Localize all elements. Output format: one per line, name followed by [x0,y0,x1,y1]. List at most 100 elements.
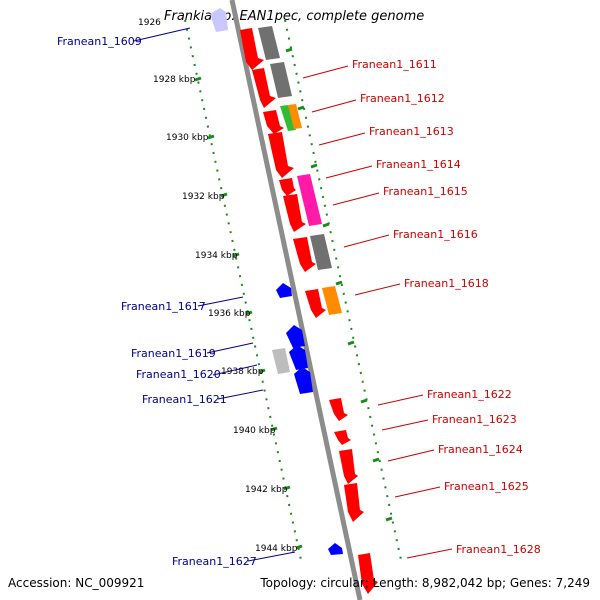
gene-label[interactable]: Franean1_1620 [136,368,221,381]
gene-label[interactable]: Franean1_1627 [172,555,257,568]
leader-line [318,132,366,146]
outer-track-dotted [284,19,402,561]
scale-tick [322,222,330,228]
leader-line [332,192,380,206]
gene-arrow[interactable] [358,553,378,594]
forward-leaders [302,65,453,559]
scale-tick [232,252,240,258]
gene-block[interactable] [297,174,322,226]
map-title: Frankia sp. EAN1pec, complete genome [164,9,425,24]
scale-label: 1944 kbp [255,544,298,554]
gene-label[interactable]: Franean1_1619 [131,347,216,360]
gene-label[interactable]: Franean1_1618 [404,277,489,290]
scale-label: 1934 kbp [195,251,238,261]
gene-block[interactable] [258,26,280,60]
leader-line [406,548,453,559]
scale-tick [310,163,318,169]
gene-label[interactable]: Franean1_1613 [369,125,454,138]
gene-label[interactable]: Franean1_1612 [360,92,445,105]
scale-tick [347,340,355,346]
gene-label[interactable]: Franean1_1624 [438,443,523,456]
scale-tick [295,544,303,550]
scale-tick [335,280,343,286]
scale-tick [207,134,215,140]
gene-label[interactable]: Franean1_1628 [456,543,541,556]
gene-label[interactable]: Franean1_1623 [432,413,517,426]
scale-tick [360,398,368,404]
scale-tick [194,76,202,82]
leader-line [212,364,258,376]
leader-line [197,296,244,307]
scale-ticks [194,76,303,550]
gene-arrow[interactable] [329,398,348,421]
scale-tick [270,426,278,432]
leader-line [381,419,429,431]
outer-scale-ticks [285,47,393,522]
scale-label: 1928 kbp [153,75,196,85]
scale-tick [245,310,253,316]
leader-line [206,342,254,354]
gene-arrow[interactable] [276,283,292,298]
leader-line [133,27,191,42]
leader-line [394,486,441,498]
gene-block[interactable] [270,62,292,98]
genome-summary: Topology: circular; Length: 8,982,042 bp… [260,576,590,590]
gene-arrow[interactable] [344,483,364,522]
scale-tick [385,516,393,522]
leader-line [302,65,349,79]
gene-label[interactable]: Franean1_1614 [376,158,461,171]
leader-line [377,394,424,406]
gene-block[interactable] [272,348,290,374]
leader-line [354,283,401,296]
gene-block[interactable] [322,286,342,315]
leader-line [343,234,390,248]
scale-tick [283,485,291,491]
gene-arrow[interactable] [286,325,305,348]
gene-arrow[interactable] [289,345,308,370]
gene-arrow[interactable] [252,68,276,108]
scale-tick [285,47,293,53]
gene-label[interactable]: Franean1_1622 [427,388,512,401]
scale-label: 1932 kbp [182,192,225,202]
leader-line [247,551,296,562]
gene-arrow[interactable] [240,28,264,70]
gene-label[interactable]: Franean1_1611 [352,58,437,71]
gene-arrow[interactable] [305,289,326,318]
gene-arrow[interactable] [268,132,294,178]
gene-label[interactable]: Franean1_1616 [393,228,478,241]
scale-label: 1936 kbp [208,309,251,319]
scale-label: 1942 kbp [245,485,288,495]
gene-arrow[interactable] [263,110,284,134]
gene-arrow[interactable] [210,8,228,32]
gene-label[interactable]: Franean1_1609 [57,35,142,48]
scale-label: 1938 kbp [221,367,264,377]
gene-label[interactable]: Franean1_1621 [142,393,227,406]
gene-arrow[interactable] [334,430,351,445]
gene-arrow[interactable] [283,194,306,232]
scale-tick [372,457,380,463]
gene-arrow[interactable] [294,367,313,394]
gene-arrow[interactable] [279,178,296,196]
gene-block[interactable] [288,104,302,129]
gene-block[interactable] [310,234,332,270]
leader-line [325,165,373,179]
forward-genes [240,26,378,594]
genome-backbone [229,0,363,600]
gene-label[interactable]: Franean1_1625 [444,480,529,493]
reverse-leaders [133,27,296,562]
gene-label[interactable]: Franean1_1617 [121,300,206,313]
accession-text: Accession: NC_009921 [8,576,145,590]
leader-line [311,99,357,113]
gene-arrow[interactable] [293,237,316,272]
gene-block[interactable] [280,105,296,131]
scale-tick [297,105,305,111]
gene-label[interactable]: Franean1_1615 [383,185,468,198]
scale-label: 1930 kbp [166,133,209,143]
gene-arrow[interactable] [328,543,343,555]
gene-arrow[interactable] [339,449,358,484]
leader-line [387,449,435,462]
leader-line [217,389,264,400]
inner-track-dotted [184,19,302,561]
